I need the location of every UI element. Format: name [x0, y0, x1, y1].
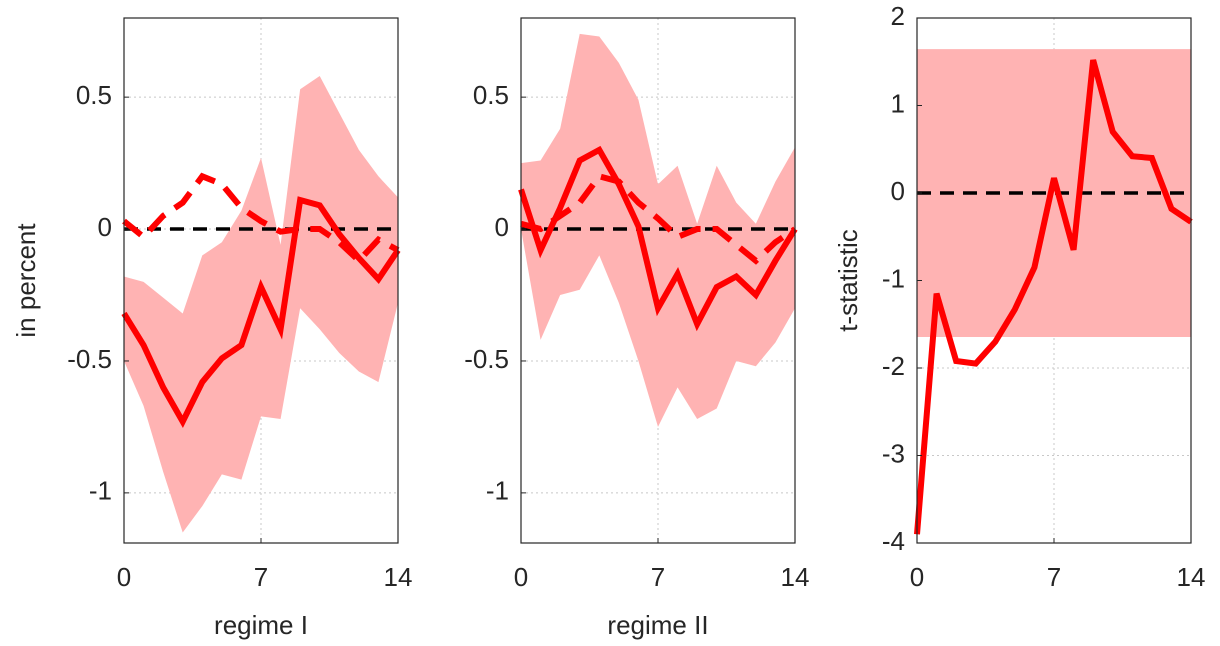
x-tick-label: 0 — [117, 562, 131, 592]
x-tick-label: 14 — [781, 562, 810, 592]
line-series — [122, 172, 400, 265]
y-tick-label: 0 — [495, 212, 509, 242]
y-tick-label: 0 — [98, 212, 112, 242]
y-tick-label: -3 — [882, 438, 905, 468]
y-axis-label: in percent — [11, 223, 41, 338]
line-series — [520, 172, 797, 265]
x-tick-label: 14 — [384, 562, 413, 592]
y-axis-label: t-statistic — [833, 229, 863, 332]
y-tick-label: 0 — [891, 176, 905, 206]
line-series — [121, 196, 401, 429]
y-tick-label: 2 — [891, 1, 905, 31]
x-tick-label: 0 — [910, 562, 924, 592]
x-tick-label: 14 — [1177, 562, 1206, 592]
y-tick-label: 0.5 — [473, 80, 509, 110]
x-tick-label: 7 — [651, 562, 665, 592]
confidence-band — [124, 76, 398, 533]
confidence-band — [521, 33, 795, 427]
y-tick-label: -2 — [882, 351, 905, 381]
line-series — [518, 145, 798, 332]
y-tick-label: -0.5 — [464, 344, 509, 374]
confidence-band — [917, 49, 1191, 337]
y-tick-label: -4 — [882, 526, 905, 556]
y-tick-label: 1 — [891, 88, 905, 118]
y-tick-label: -0.5 — [67, 344, 112, 374]
x-tick-label: 0 — [514, 562, 528, 592]
y-tick-label: -1 — [486, 476, 509, 506]
y-tick-label: -1 — [89, 476, 112, 506]
y-tick-label: 0.5 — [76, 80, 112, 110]
x-tick-label: 7 — [254, 562, 268, 592]
x-axis-label: regime II — [607, 610, 708, 640]
y-tick-label: -1 — [882, 263, 905, 293]
line-series — [914, 59, 1193, 535]
x-tick-label: 7 — [1047, 562, 1061, 592]
x-axis-label: regime I — [214, 610, 308, 640]
